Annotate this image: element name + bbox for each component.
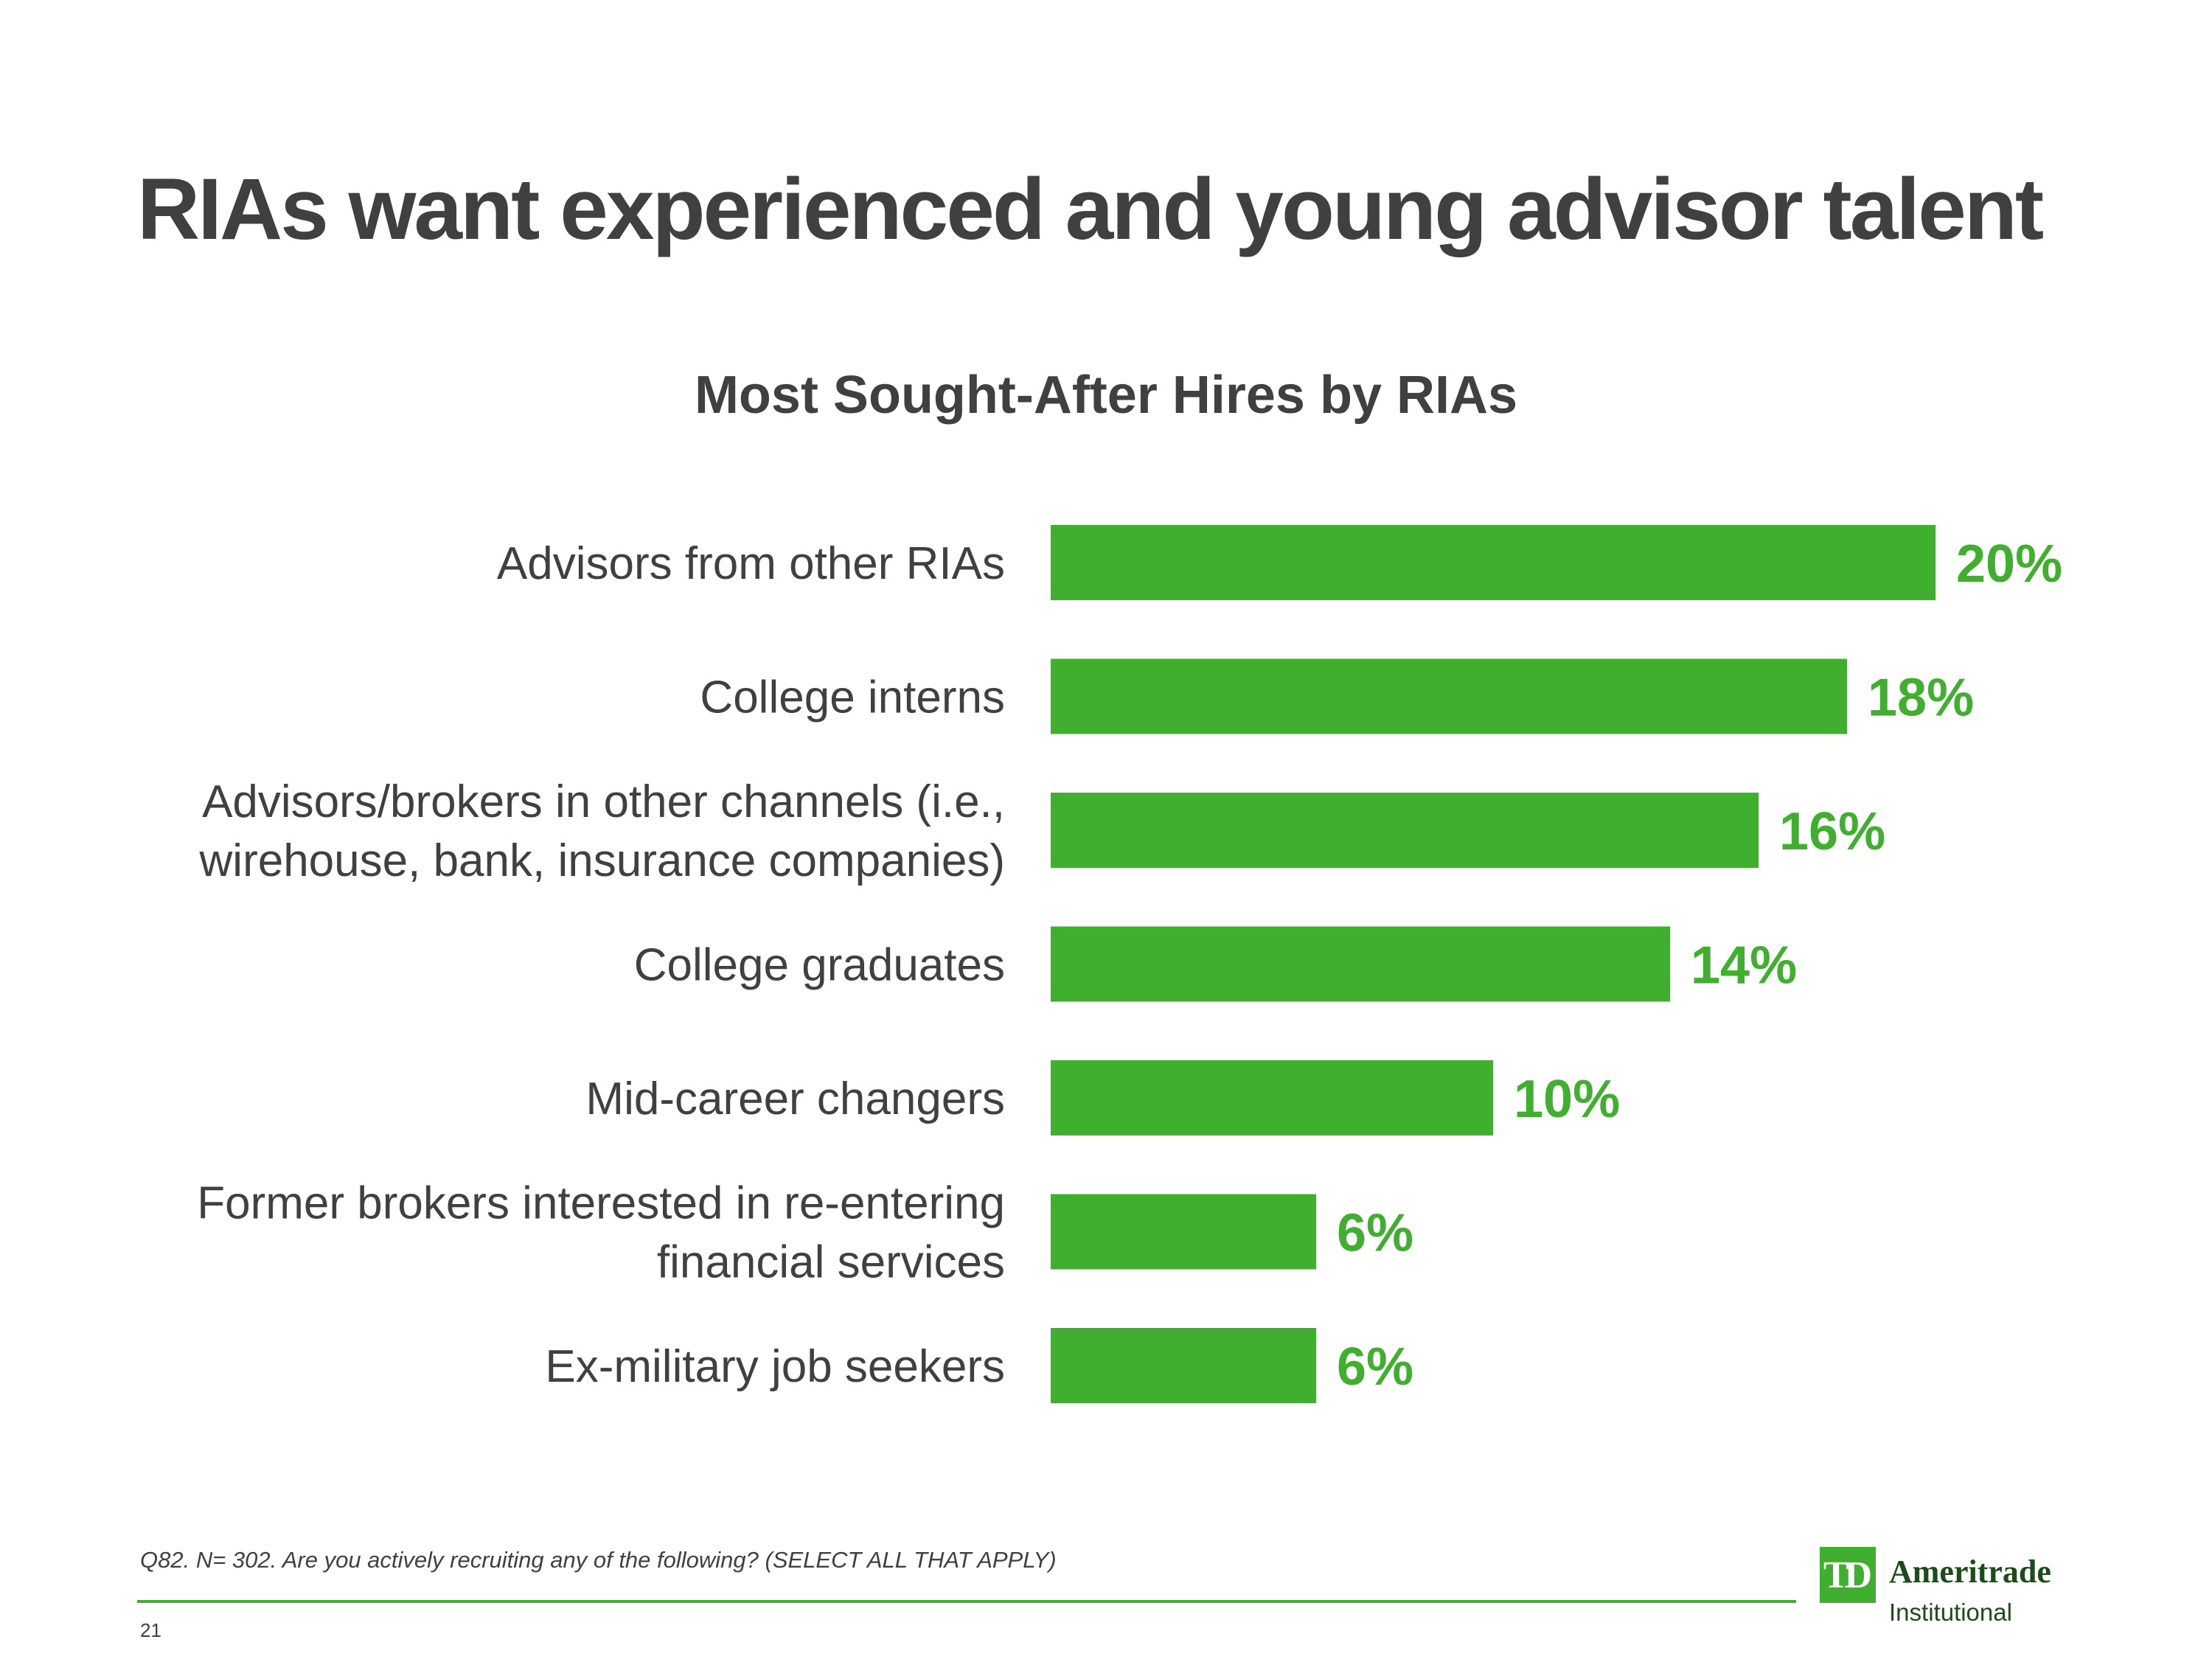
category-label-3: College graduates — [634, 940, 1005, 991]
bar-chart: 20% Advisors from other RIAs 18% College in… — [197, 525, 2062, 1403]
logo-subtitle: Institutional — [1889, 1599, 2012, 1626]
bar-1 — [1051, 658, 1847, 734]
value-label-5: 6% — [1337, 1204, 1413, 1263]
bar-6 — [1051, 1328, 1316, 1403]
logo-mark: TD — [1820, 1547, 1876, 1603]
category-label-2-line-1: wirehouse, bank, insurance companies) — [199, 835, 1005, 886]
value-label-0: 20% — [1956, 535, 2062, 594]
value-label-3: 14% — [1691, 936, 1797, 995]
slide-title: RIAs want experienced and young advisor … — [137, 161, 2044, 258]
chart-title: Most Sought-After Hires by RIAs — [694, 366, 1518, 425]
category-label-2-line-0: Advisors/brokers in other channels (i.e.… — [202, 776, 1005, 827]
footer-rule — [137, 1600, 1796, 1603]
company-logo: TD Ameritrade Institutional — [1820, 1547, 2085, 1635]
category-label-1: College interns — [700, 672, 1005, 723]
value-label-1: 18% — [1868, 669, 1974, 728]
bar-0 — [1051, 525, 1935, 600]
bar-2 — [1051, 793, 1759, 868]
category-label-5-line-0: Former brokers interested in re-entering — [197, 1178, 1005, 1229]
value-label-2: 16% — [1779, 802, 1885, 861]
category-label-4: Mid-career changers — [585, 1074, 1005, 1124]
value-label-6: 6% — [1337, 1338, 1413, 1397]
bar-3 — [1051, 926, 1670, 1002]
value-label-4: 10% — [1514, 1070, 1620, 1129]
category-label-5-line-1: financial services — [657, 1237, 1005, 1288]
category-label-6: Ex-military job seekers — [545, 1341, 1005, 1392]
category-label-0: Advisors from other RIAs — [497, 538, 1005, 589]
footnote: Q82. N= 302. Are you actively recruiting… — [140, 1547, 1057, 1573]
bar-4 — [1051, 1060, 1493, 1135]
page-number: 21 — [140, 1619, 161, 1641]
bar-5 — [1051, 1194, 1316, 1270]
logo-name: Ameritrade — [1889, 1554, 2051, 1590]
